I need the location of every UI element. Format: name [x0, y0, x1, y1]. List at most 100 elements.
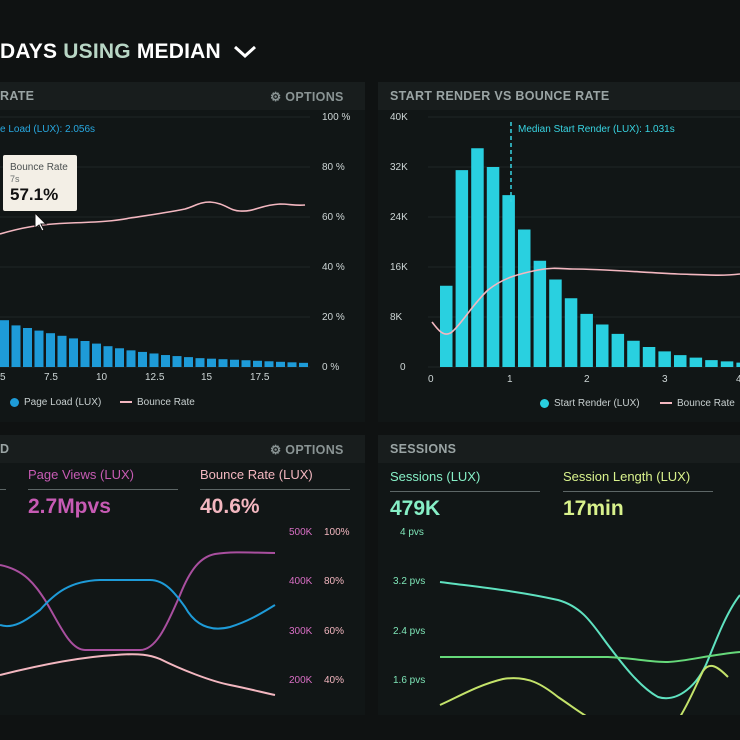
axis-left-400k: 400K — [289, 576, 313, 587]
start-render-bars — [440, 148, 740, 367]
start-render-bar — [658, 351, 671, 367]
divider — [563, 491, 713, 492]
axis-right-100: 100% — [324, 527, 350, 538]
legend-bounce-rate[interactable]: Bounce Rate — [660, 398, 735, 409]
page-load-bar — [57, 335, 67, 367]
legend-start-render[interactable]: Start Render (LUX) — [540, 398, 640, 409]
gear-icon: ⚙ — [270, 90, 282, 104]
x-tick-10: 10 — [96, 372, 108, 383]
chevron-down-icon[interactable] — [233, 45, 257, 59]
axis-right-20: 20 % — [322, 312, 345, 323]
x-tick-4: 4 — [736, 374, 740, 385]
page-load-bar — [34, 330, 44, 367]
axis-left-2.4: 2.4 pvs — [393, 626, 426, 637]
axis-right-100: 100 % — [322, 112, 351, 123]
page-load-bar — [230, 359, 239, 367]
axis-right-40: 40 % — [322, 262, 345, 273]
sessions-chart — [439, 581, 740, 715]
divider — [0, 489, 6, 490]
axis-left-40k: 40K — [390, 112, 408, 123]
legend-label: Page Load (LUX) — [24, 397, 102, 408]
page-load-bar — [80, 341, 90, 367]
page-load-bar — [115, 348, 124, 367]
x-tick-7.5: 7.5 — [44, 372, 58, 383]
start-render-bar — [611, 333, 625, 367]
x-tick-3: 3 — [662, 374, 668, 385]
tooltip-value: 57.1% — [10, 185, 59, 204]
legend-label: Bounce Rate — [677, 398, 735, 409]
start-render-bar — [674, 355, 687, 367]
start-render-bar — [689, 357, 703, 367]
panel-page-load: RATE ⚙ OPTIONS e Load (LUX): 2.056s 100 … — [0, 82, 365, 422]
dashboard-title[interactable]: DAYS USING MEDIAN — [0, 40, 257, 64]
x-tick-0: 0 — [428, 374, 434, 385]
page-load-bar — [103, 346, 113, 367]
axis-left-32k: 32K — [390, 162, 408, 173]
axis-right-0: 0 % — [322, 362, 340, 373]
start-render-bar — [486, 167, 500, 367]
legend-dot — [10, 397, 19, 407]
legend-dash — [120, 401, 132, 404]
x-tick-12.5: 12.5 — [145, 372, 165, 383]
page-load-bar — [11, 325, 21, 367]
axis-left-300k: 300K — [289, 626, 313, 637]
panel-header: SESSIONS — [378, 435, 740, 463]
bounce-rate-line — [0, 201, 306, 235]
options-label: OPTIONS — [285, 90, 344, 104]
page-load-bar — [161, 355, 170, 367]
page-views-line — [0, 551, 276, 651]
panel-sessions: SESSIONS Sessions (LUX) 479K Session Len… — [378, 435, 740, 715]
start-render-bar — [720, 361, 734, 367]
start-render-bar — [549, 279, 562, 367]
page-load-bar — [149, 353, 159, 367]
page-load-bar — [253, 360, 262, 367]
metric-value-sessions: 479K — [390, 497, 441, 520]
page-load-bar — [172, 356, 182, 367]
options-button[interactable]: ⚙ OPTIONS — [270, 442, 344, 457]
metric-label-session-length: Session Length (LUX) — [563, 469, 691, 484]
metric-label-page-views: Page Views (LUX) — [28, 467, 134, 482]
axis-left-200k: 200K — [289, 675, 313, 686]
panel-header: START RENDER VS BOUNCE RATE — [378, 82, 740, 110]
bounce-rate-line — [0, 653, 276, 696]
sessions-line — [439, 581, 740, 700]
x-tick-5: 5 — [0, 372, 6, 383]
title-using: USING — [63, 40, 131, 63]
title-median: MEDIAN — [136, 40, 221, 63]
median-label: Median Start Render (LUX): 1.031s — [518, 124, 675, 135]
page-load-bar — [195, 358, 205, 367]
page-load-bar — [241, 360, 251, 367]
page-load-bar — [46, 333, 55, 367]
divider — [28, 489, 178, 490]
session-length-line — [440, 651, 740, 664]
page-load-chart — [0, 116, 310, 368]
page-load-bar — [276, 361, 285, 367]
legend-bounce-rate[interactable]: Bounce Rate — [120, 397, 195, 408]
panel-title: RATE — [0, 89, 35, 103]
page-load-bar — [207, 358, 216, 367]
tooltip-label: Bounce Rate — [10, 162, 68, 173]
x-tick-1: 1 — [507, 374, 513, 385]
metric-label-bounce-rate: Bounce Rate (LUX) — [200, 467, 313, 482]
start-render-bar — [564, 298, 578, 367]
page-load-bar — [264, 361, 274, 367]
x-tick-17.5: 17.5 — [250, 372, 270, 383]
start-render-chart — [428, 116, 740, 368]
options-label: OPTIONS — [285, 443, 344, 457]
legend-page-load[interactable]: Page Load (LUX) — [10, 397, 101, 408]
lime-line — [439, 664, 729, 715]
legend-label: Start Render (LUX) — [554, 398, 640, 409]
x-tick-2: 2 — [584, 374, 590, 385]
legend-dot — [540, 398, 549, 408]
start-render-bar — [455, 170, 469, 367]
options-button[interactable]: ⚙ OPTIONS — [270, 89, 344, 104]
start-render-bar — [627, 340, 640, 367]
axis-left-24k: 24K — [390, 212, 408, 223]
tooltip-sub: 7s — [10, 174, 20, 184]
bounce-rate-line — [431, 267, 740, 335]
panel-title: START RENDER VS BOUNCE RATE — [390, 89, 610, 103]
page-load-bar — [92, 343, 101, 367]
panel-title: D — [0, 442, 10, 456]
axis-right-60: 60 % — [322, 212, 345, 223]
